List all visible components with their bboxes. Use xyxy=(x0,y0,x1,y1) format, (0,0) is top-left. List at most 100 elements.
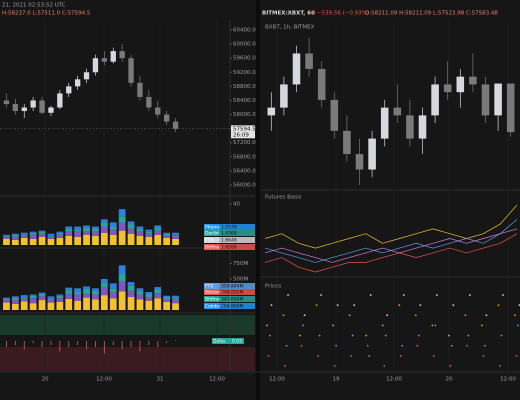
price-dot xyxy=(435,294,438,296)
volume-segment xyxy=(136,226,144,229)
volume-segment xyxy=(74,292,82,295)
volume-segment xyxy=(3,238,10,245)
candle-body xyxy=(418,115,427,139)
volume-segment xyxy=(127,233,135,245)
volume-segment xyxy=(92,235,99,245)
volume-segment xyxy=(20,235,28,238)
basis-line xyxy=(264,228,518,263)
price-dot xyxy=(365,334,368,337)
price-dot xyxy=(398,304,401,307)
marks: 20 12:00 31 12:00 12:00 19 12:00 20 12:00 60400.0… xyxy=(0,20,520,383)
candle-body xyxy=(456,76,465,93)
volume-segment xyxy=(20,301,28,310)
price-dot xyxy=(348,314,351,317)
legend-tag-value xyxy=(219,283,255,289)
volume-segment xyxy=(163,235,171,238)
header-symbol: BITMEX:XBXT, 60 xyxy=(262,11,315,17)
volume-segment xyxy=(38,296,46,301)
volume-segment xyxy=(118,216,126,223)
delta-tag-name: Delta xyxy=(213,339,225,345)
volume-segment xyxy=(127,290,135,297)
candle-body xyxy=(146,96,152,108)
x-tick-label: 12:00 xyxy=(209,377,225,383)
volume-segment xyxy=(109,222,117,227)
x-tick-label: 31 xyxy=(157,377,164,383)
volume-segment xyxy=(38,233,46,237)
volume-segment xyxy=(83,293,90,298)
volume-segment xyxy=(65,231,73,236)
volume-segment xyxy=(92,288,99,291)
volume-segment xyxy=(172,298,179,300)
candle-body xyxy=(406,115,414,139)
legend-tag-value xyxy=(219,224,255,230)
legend-tag-name-text: Coinbase xyxy=(205,304,226,310)
volume-segment xyxy=(136,288,144,291)
volume-segment xyxy=(56,298,64,302)
candle-body xyxy=(317,68,326,100)
volume-segment xyxy=(127,282,135,286)
price-dot xyxy=(414,314,417,317)
panel-title: Futures Basis xyxy=(265,195,302,201)
volume-segment xyxy=(172,235,179,239)
price-dot xyxy=(383,365,386,367)
legend-tag-value-text: 341.654M xyxy=(221,297,244,303)
price-dot xyxy=(467,334,470,337)
volume-segment xyxy=(92,228,99,232)
candle-body xyxy=(39,100,45,113)
volume-segment xyxy=(118,281,126,292)
volume-segment xyxy=(47,302,55,310)
candle-body xyxy=(119,51,125,59)
y-tick-label: 59600.0 xyxy=(233,56,256,62)
x-tick-label: 12:00 xyxy=(386,377,402,383)
volume-segment xyxy=(65,293,73,299)
volume-segment xyxy=(127,285,135,291)
last-price-label: 57594.5 xyxy=(233,126,256,132)
header-change: ▼ −539.56 (−0.93%) xyxy=(311,11,369,17)
candle-body xyxy=(110,51,116,62)
volume-segment xyxy=(154,225,162,228)
price-dot xyxy=(447,334,450,337)
y-tick-label: 60400.0 xyxy=(233,28,256,34)
price-dot xyxy=(484,344,486,347)
y-tick-label: 58800.0 xyxy=(233,84,256,90)
price-dot xyxy=(369,294,372,296)
volume-segment xyxy=(83,231,90,235)
volume-segment xyxy=(163,301,171,310)
volume-segment xyxy=(109,298,117,310)
price-dot xyxy=(469,294,471,296)
candle-body xyxy=(30,100,36,108)
volume-segment xyxy=(118,274,126,282)
volume-segment xyxy=(163,237,171,245)
candle-body xyxy=(305,53,313,69)
candle-body xyxy=(172,121,179,129)
volume-segment xyxy=(65,228,73,232)
volume-segment xyxy=(163,299,171,302)
delta-negative-zone xyxy=(0,347,255,371)
price-dot xyxy=(333,365,336,367)
volume-segment xyxy=(74,231,82,237)
y-tick-label: 60000.0 xyxy=(233,42,256,48)
volume-segment xyxy=(92,231,99,236)
price-dot xyxy=(417,334,420,337)
volume-segment xyxy=(74,236,82,245)
volume-segment xyxy=(118,222,126,231)
volume-segment xyxy=(127,296,135,310)
basis-line xyxy=(264,204,518,249)
candle-body xyxy=(481,84,490,116)
price-dot xyxy=(450,344,453,347)
legend-tag-name-text: Bitfinex xyxy=(205,245,222,251)
price-dot xyxy=(302,324,304,327)
last-price-tag xyxy=(231,125,255,139)
price-dot xyxy=(502,294,504,296)
panel-title: BXBT, 1h, BITMEX xyxy=(265,25,315,31)
legend-tag-value xyxy=(219,296,255,302)
volume-segment xyxy=(38,230,46,232)
volume-segment xyxy=(47,300,55,303)
volume-segment xyxy=(145,296,153,301)
volume-segment xyxy=(65,287,73,291)
volume-segment xyxy=(136,299,144,310)
volume-segment xyxy=(38,293,46,297)
price-dot xyxy=(514,314,516,317)
volume-segment xyxy=(38,236,46,245)
volume-segment xyxy=(38,300,46,310)
